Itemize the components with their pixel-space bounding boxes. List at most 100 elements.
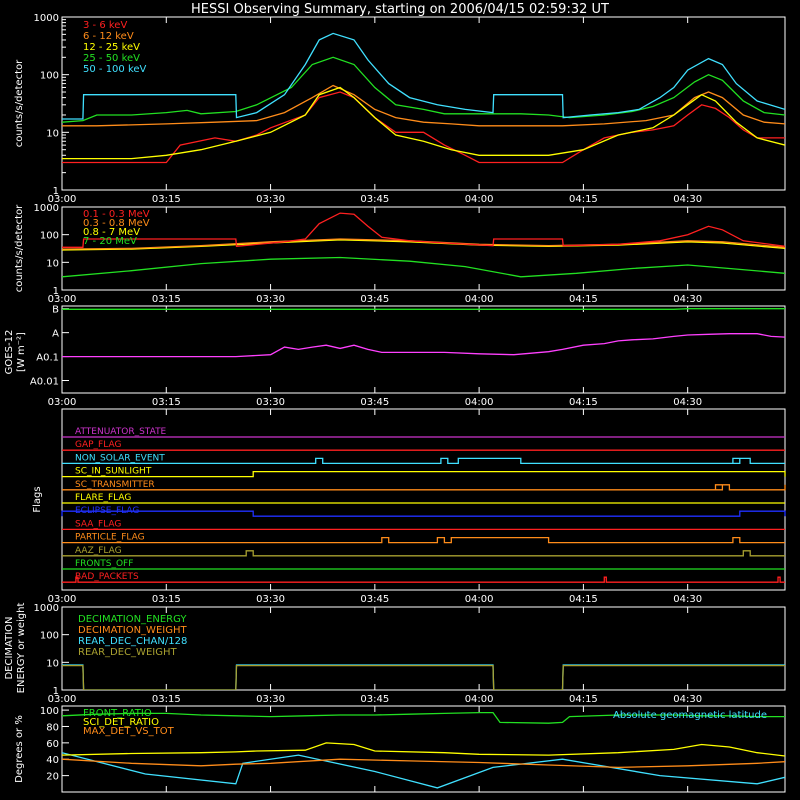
flags-xlabel-4: 04:00 bbox=[465, 594, 494, 605]
hi-axis-title: counts/s/detector bbox=[14, 204, 25, 292]
series-geomag-latitude bbox=[62, 752, 785, 789]
hi-xlabel-3: 03:45 bbox=[360, 294, 389, 305]
flag-label-1: GAP_FLAG bbox=[75, 440, 121, 450]
lo-legend-0: 3 - 6 keV bbox=[83, 20, 127, 31]
hi-legend-0: 0.1 - 0.3 MeV bbox=[83, 209, 150, 220]
flags-xlabel-1: 03:15 bbox=[152, 594, 181, 605]
flag-label-4: SC_TRANSMITTER bbox=[75, 480, 155, 490]
lo-xlabel-6: 04:30 bbox=[673, 194, 702, 205]
lo-ylabel-0: 1 bbox=[53, 186, 59, 197]
flag-label-11: BAD_PACKETS bbox=[75, 572, 139, 582]
decim-panel-frame bbox=[61, 606, 786, 691]
hi-panel-frame bbox=[61, 206, 786, 291]
flag-label-3: SC_IN_SUNLIGHT bbox=[75, 467, 152, 477]
flag-line-3 bbox=[62, 470, 786, 478]
series-7-20-mev bbox=[62, 256, 785, 278]
flags-axis-title: Flags bbox=[32, 486, 43, 512]
goes-ylabel-1: A bbox=[52, 329, 59, 340]
decim-axis-title-2: ENERGY or weight bbox=[16, 603, 27, 694]
decim-axis-title-1: DECIMATION bbox=[4, 616, 15, 679]
decim-ylabel-1: 10 bbox=[46, 658, 59, 669]
lo-panel-frame bbox=[61, 16, 786, 191]
goes-xlabel-1: 03:15 bbox=[152, 397, 181, 408]
flag-label-9: AAZ_FLAG bbox=[75, 546, 122, 556]
series-rear-dec-chan bbox=[62, 664, 785, 690]
decim-ylabel-3: 1000 bbox=[34, 603, 59, 614]
ratio-legend-1: SCI_DET_RATIO bbox=[83, 717, 159, 728]
ratio-axis-title: Degrees or % bbox=[14, 715, 25, 783]
hi-legend-2: 0.8 - 7 MeV bbox=[83, 227, 140, 238]
flag-label-2: NON_SOLAR_EVENT bbox=[75, 453, 165, 463]
ratio-ylabel-1: 40 bbox=[46, 755, 59, 766]
hi-legend-1: 0.3 - 0.8 MeV bbox=[83, 218, 150, 229]
decim-legend-1: DECIMATION_WEIGHT bbox=[78, 625, 187, 636]
lo-ylabel-3: 1000 bbox=[34, 13, 59, 24]
decim-xlabel-3: 03:45 bbox=[360, 694, 389, 705]
flag-line-4 bbox=[62, 484, 786, 491]
decim-xlabel-5: 04:15 bbox=[569, 694, 598, 705]
goes-ylabel-0: B bbox=[52, 305, 59, 316]
ratio-legend-2: MAX_DET_VS_TOT bbox=[83, 726, 175, 737]
hi-xlabel-0: 03:00 bbox=[48, 294, 77, 305]
goes-xlabel-2: 03:30 bbox=[256, 397, 285, 408]
flag-line-8 bbox=[62, 536, 785, 544]
flags-xlabel-3: 03:45 bbox=[360, 594, 389, 605]
flags-xlabel-5: 04:15 bbox=[569, 594, 598, 605]
series-25-50-kev bbox=[62, 56, 785, 123]
hi-xlabel-5: 04:15 bbox=[569, 294, 598, 305]
decim-xlabel-2: 03:30 bbox=[256, 694, 285, 705]
flag-line-9 bbox=[62, 550, 785, 557]
hi-ylabel-3: 1000 bbox=[34, 203, 59, 214]
lo-axis-title: counts/s/detector bbox=[14, 59, 25, 147]
flag-label-5: FLARE_FLAG bbox=[75, 493, 131, 503]
series-rear-dec-weight bbox=[62, 664, 785, 690]
lo-xlabel-2: 03:30 bbox=[256, 194, 285, 205]
hi-xlabel-2: 03:30 bbox=[256, 294, 285, 305]
lo-legend-4: 50 - 100 keV bbox=[83, 64, 147, 75]
flags-panel-frame bbox=[61, 408, 786, 591]
hi-ylabel-2: 100 bbox=[40, 231, 59, 242]
lo-legend-1: 6 - 12 keV bbox=[83, 31, 134, 42]
flag-line-6 bbox=[61, 510, 786, 517]
hi-legend-3: 7 - 20 MeV bbox=[83, 236, 137, 247]
decim-legend-2: REAR_DEC_CHAN/128 bbox=[78, 636, 187, 647]
decim-legend-0: DECIMATION_ENERGY bbox=[78, 614, 187, 625]
goes-xlabel-5: 04:15 bbox=[569, 397, 598, 408]
flag-line-11 bbox=[62, 576, 785, 583]
chart-title: HESSI Observing Summary, starting on 200… bbox=[191, 2, 609, 17]
ratio-ylabel-3: 80 bbox=[46, 722, 59, 733]
ratio-panel-frame bbox=[61, 705, 786, 793]
series-front-ratio bbox=[62, 711, 785, 724]
ratio-ylabel-4: 100 bbox=[40, 706, 59, 717]
ratio-ylabel-2: 60 bbox=[46, 739, 59, 750]
decim-xlabel-1: 03:15 bbox=[152, 694, 181, 705]
lo-legend-2: 12 - 25 keV bbox=[83, 42, 140, 53]
flags-xlabel-6: 04:30 bbox=[673, 594, 702, 605]
goes-xlabel-3: 03:45 bbox=[360, 397, 389, 408]
series-6-12-kev bbox=[62, 84, 785, 127]
decim-legend-3: REAR_DEC_WEIGHT bbox=[78, 647, 177, 658]
decim-ylabel-2: 100 bbox=[40, 631, 59, 642]
series-12-25-kev bbox=[62, 86, 785, 160]
lo-legend-3: 25 - 50 keV bbox=[83, 53, 140, 64]
goes-ylabel-2: A0.1 bbox=[36, 353, 59, 364]
flag-label-0: ATTENUATOR_STATE bbox=[75, 427, 167, 437]
goes-xlabel-6: 04:30 bbox=[673, 397, 702, 408]
lo-xlabel-1: 03:15 bbox=[152, 194, 181, 205]
series-max-det-vs-tot bbox=[62, 758, 785, 769]
lo-xlabel-3: 03:45 bbox=[360, 194, 389, 205]
decim-ylabel-0: 1 bbox=[53, 686, 59, 697]
flag-label-6: ECLIPSE_FLAG bbox=[75, 506, 139, 516]
flags-xlabel-0: 03:00 bbox=[48, 594, 77, 605]
goes-panel-frame bbox=[61, 305, 786, 394]
lo-xlabel-4: 04:00 bbox=[465, 194, 494, 205]
lo-ylabel-1: 10 bbox=[46, 128, 59, 139]
series-sci-det-ratio bbox=[62, 742, 785, 757]
flag-label-8: PARTICLE_FLAG bbox=[75, 533, 145, 543]
goes-axis-unit: [W m⁻²] bbox=[16, 332, 27, 372]
lo-ylabel-2: 100 bbox=[40, 71, 59, 82]
ratio-legend-0: FRONT_RATIO bbox=[83, 708, 152, 719]
ratio-annotation: Absolute geomagnetic latitude bbox=[613, 710, 767, 721]
flag-label-7: SAA_FLAG bbox=[75, 519, 121, 529]
